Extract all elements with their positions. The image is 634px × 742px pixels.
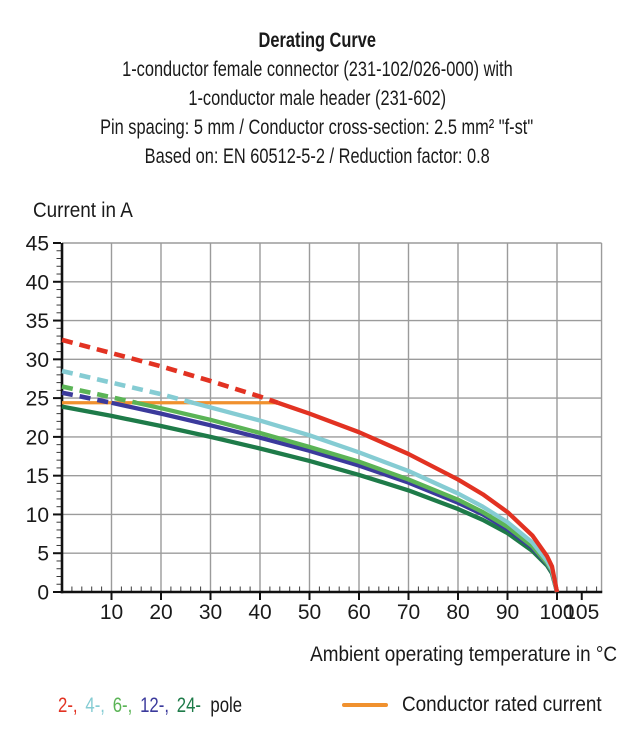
y-tick-label: 35 bbox=[26, 310, 49, 333]
axes bbox=[60, 243, 603, 594]
legend-pole-6: 6-, bbox=[112, 693, 133, 717]
minor-ticks bbox=[56, 250, 598, 591]
legend-pole-2: 2-, bbox=[58, 693, 78, 717]
chart-subtitle-4: Based on: EN 60512-5-2 / Reduction facto… bbox=[144, 145, 490, 168]
curve-4-pole-dashed bbox=[61, 368, 194, 406]
gridlines bbox=[62, 242, 603, 592]
y-axis-title: Current in A bbox=[33, 199, 133, 222]
rated-current-line-swatch bbox=[342, 703, 388, 707]
x-tick-label: 30 bbox=[199, 601, 222, 624]
curve-2-pole-solid bbox=[277, 400, 560, 593]
x-tick-label: 50 bbox=[298, 601, 321, 624]
x-tick-label: 80 bbox=[446, 601, 469, 624]
x-tick-label: 100 bbox=[539, 601, 574, 624]
poles-legend: 2-, 4-, 6-, 12-, 24- pole bbox=[58, 693, 294, 718]
y-tick-label: 25 bbox=[26, 388, 49, 411]
x-tick-label: 70 bbox=[397, 601, 420, 624]
chart-subtitle-1: 1-conductor female connector (231-102/02… bbox=[121, 58, 513, 81]
x-tick-label: 20 bbox=[149, 601, 172, 624]
y-tick-label: 10 bbox=[26, 504, 49, 527]
y-tick-label: 45 bbox=[26, 233, 49, 256]
y-tick-label: 20 bbox=[26, 426, 49, 449]
chart-title: Derating Curve bbox=[258, 29, 376, 52]
chart-subtitle-3: Pin spacing: 5 mm / Conductor cross-sect… bbox=[100, 116, 534, 139]
x-tick-label: 60 bbox=[347, 601, 370, 624]
legend-pole-4: 4-, bbox=[85, 693, 105, 717]
curve-6-pole-solid bbox=[135, 400, 560, 593]
y-tick-label: 0 bbox=[37, 582, 49, 605]
x-axis-title: Ambient operating temperature in °C bbox=[310, 643, 617, 666]
y-tick-label: 30 bbox=[26, 349, 49, 372]
curve-2-pole-dashed bbox=[61, 337, 279, 405]
major-ticks bbox=[53, 242, 583, 600]
x-tick-label: 105 bbox=[564, 601, 599, 624]
x-tick-label: 90 bbox=[496, 601, 519, 624]
x-tick-label: 10 bbox=[100, 601, 123, 624]
curve-12-pole-dashed bbox=[61, 390, 112, 406]
x-tick-label: 40 bbox=[248, 601, 271, 624]
legend-pole-12: 12-, bbox=[140, 693, 169, 717]
chart-subtitle-2: 1-conductor male header (231-602) bbox=[188, 87, 446, 110]
y-tick-label: 40 bbox=[26, 271, 49, 294]
rated-current-label: Conductor rated current bbox=[402, 693, 602, 716]
y-tick-labels: 0 5 10 15 20 25 30 35 40 45 bbox=[26, 233, 49, 605]
chart-header: Derating Curve 1-conductor female connec… bbox=[0, 26, 634, 171]
y-tick-label: 5 bbox=[37, 543, 49, 566]
legend-pole-suffix: pole bbox=[210, 693, 243, 717]
rated-current-legend: Conductor rated current bbox=[342, 693, 624, 717]
legend-pole-24: 24- bbox=[176, 693, 202, 717]
curves bbox=[61, 337, 560, 593]
y-tick-label: 15 bbox=[26, 465, 49, 488]
